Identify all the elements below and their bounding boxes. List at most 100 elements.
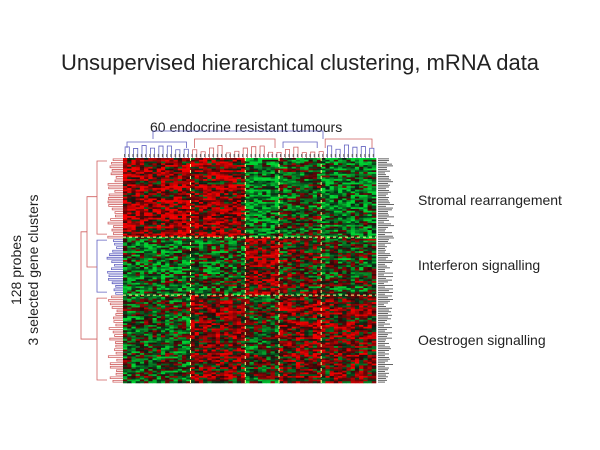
heatmap-cell <box>363 275 368 278</box>
heatmap-cell <box>148 272 153 275</box>
heatmap-cell <box>338 212 343 215</box>
heatmap-cell <box>152 268 158 271</box>
heatmap-cell <box>165 166 170 169</box>
heatmap-cell <box>203 228 208 231</box>
heatmap-cell <box>236 189 242 192</box>
heatmap-cell <box>123 200 128 203</box>
heatmap-cell <box>139 284 145 287</box>
heatmap-cell <box>333 286 339 289</box>
heatmap-cell <box>312 242 318 245</box>
heatmap-cell <box>371 235 377 238</box>
heatmap-cell <box>295 261 301 264</box>
heatmap-cell <box>262 161 267 164</box>
heatmap-cell <box>274 284 280 287</box>
heatmap-cell <box>135 228 141 231</box>
heatmap-cell <box>144 200 149 203</box>
heatmap-cell <box>266 274 271 277</box>
heatmap-cell <box>148 288 153 291</box>
heatmap-cell <box>329 210 335 213</box>
heatmap-cell <box>350 173 356 176</box>
heatmap-cell <box>253 245 259 248</box>
heatmap-cell <box>198 265 204 268</box>
heatmap-cell <box>135 210 141 213</box>
heatmap-cell <box>300 242 305 245</box>
heatmap-cell <box>325 259 330 263</box>
heatmap-cell <box>165 274 170 277</box>
heatmap-cell <box>148 175 153 178</box>
heatmap-cell <box>270 284 276 287</box>
heatmap-cell <box>232 238 238 241</box>
heatmap-cell <box>245 180 250 183</box>
heatmap-cell <box>283 270 288 273</box>
heatmap-cell <box>321 279 326 282</box>
heatmap-cell <box>245 194 250 197</box>
heatmap-cell <box>371 230 377 233</box>
heatmap-cell <box>241 238 246 241</box>
heatmap-cell <box>182 244 187 247</box>
heatmap-cell <box>279 221 284 224</box>
heatmap-cell <box>367 194 373 197</box>
row-dendrogram-branch <box>111 169 123 172</box>
heatmap-cell <box>316 179 322 182</box>
heatmap-cell <box>329 261 335 264</box>
heatmap-cell <box>169 173 174 176</box>
heatmap-cell <box>194 286 200 289</box>
heatmap-cell <box>300 296 305 299</box>
heatmap-cell <box>266 258 271 261</box>
heatmap-cell <box>283 200 288 203</box>
heatmap-cell <box>262 201 267 205</box>
heatmap-cell <box>338 163 343 166</box>
heatmap-cell <box>249 182 255 185</box>
heatmap-cell <box>249 258 255 261</box>
heatmap-cell <box>232 235 238 238</box>
heatmap-cell <box>186 208 191 212</box>
heatmap-cell <box>346 212 351 215</box>
heatmap-cell <box>333 175 339 178</box>
heatmap-cell <box>198 201 204 205</box>
heatmap-cell <box>131 235 136 238</box>
heatmap-cell <box>245 238 250 241</box>
heatmap-cell <box>135 172 141 175</box>
heatmap-cell <box>316 249 322 252</box>
heatmap-cell <box>266 159 271 162</box>
heatmap-cell <box>177 242 183 245</box>
heatmap-cell <box>363 196 368 199</box>
heatmap-cell <box>274 210 280 213</box>
heatmap-cell <box>165 244 170 247</box>
heatmap-cell <box>219 279 225 282</box>
heatmap-cell <box>127 184 132 187</box>
heatmap-cell <box>190 235 195 238</box>
heatmap-cell <box>169 231 174 234</box>
heatmap-cell <box>169 277 174 280</box>
heatmap-cell <box>131 168 136 171</box>
heatmap-cell <box>160 193 166 196</box>
heatmap-cell <box>333 268 339 271</box>
heatmap-cell <box>203 186 208 189</box>
heatmap-cell <box>228 249 233 252</box>
cluster-label-oestrogen: Oestrogen signalling <box>418 332 546 348</box>
heatmap-cell <box>182 226 187 229</box>
row-dendrogram-branch <box>113 320 123 323</box>
heatmap-cell <box>190 259 195 263</box>
heatmap-cell <box>139 268 145 271</box>
heatmap-cell <box>173 296 179 299</box>
heatmap-cell <box>249 242 255 245</box>
heatmap-cell <box>291 261 297 264</box>
heatmap-cell <box>123 296 128 299</box>
heatmap-cell <box>304 277 309 280</box>
heatmap-cell <box>135 163 141 166</box>
heatmap-cell <box>346 266 351 270</box>
heatmap-cell <box>316 275 322 278</box>
heatmap-cell <box>346 245 351 248</box>
heatmap-cell <box>190 179 195 182</box>
heatmap-cell <box>274 217 280 220</box>
heatmap-cell <box>274 193 280 196</box>
heatmap-cell <box>139 281 145 284</box>
heatmap-cell <box>321 203 326 206</box>
heatmap-cell <box>359 168 364 171</box>
heatmap-cell <box>270 244 276 247</box>
heatmap-cell <box>266 182 271 185</box>
heatmap-cell <box>329 293 335 296</box>
heatmap-cell <box>333 198 339 201</box>
heatmap-cell <box>207 265 212 268</box>
